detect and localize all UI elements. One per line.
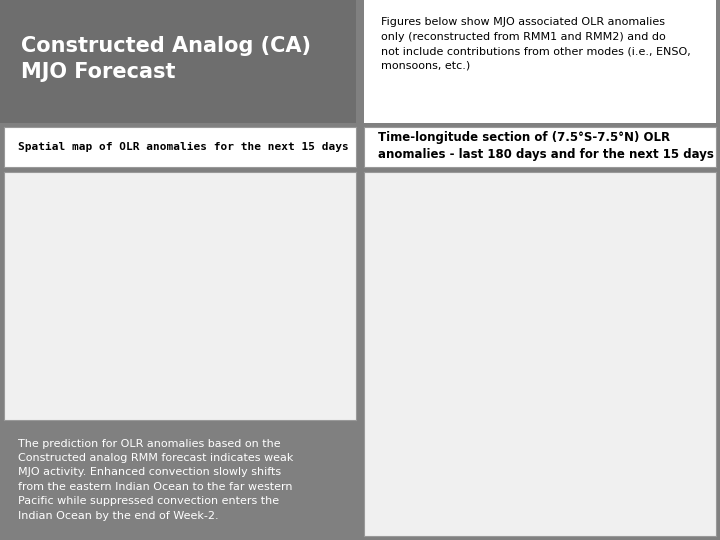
Text: Figures below show MJO associated OLR anomalies
only (reconstructed from RMM1 an: Figures below show MJO associated OLR an… <box>382 17 691 71</box>
Text: Spatial map of OLR anomalies for the next 15 days: Spatial map of OLR anomalies for the nex… <box>19 142 349 152</box>
Text: Time-longitude section of (7.5°S-7.5°N) OLR
anomalies - last 180 days and for th: Time-longitude section of (7.5°S-7.5°N) … <box>378 131 714 161</box>
Text: The prediction for OLR anomalies based on the
Constructed analog RMM forecast in: The prediction for OLR anomalies based o… <box>18 438 294 521</box>
Text: Constructed Analog (CA)
MJO Forecast: Constructed Analog (CA) MJO Forecast <box>22 36 311 82</box>
